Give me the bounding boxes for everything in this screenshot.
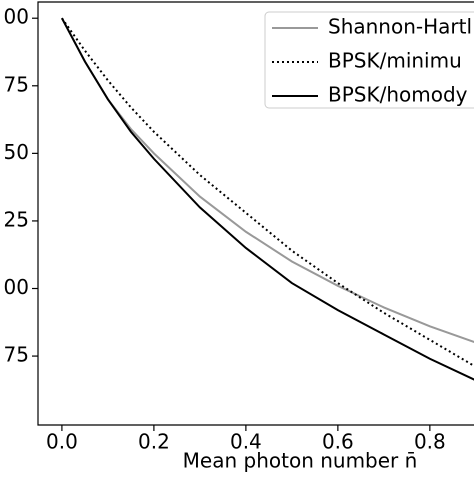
x-tick-label: 0.8 — [414, 430, 446, 454]
line-series — [61, 17, 474, 367]
x-tick-label: 0.0 — [46, 430, 78, 454]
y-tick-label: 75 — [4, 72, 29, 96]
legend-label: BPSK/homody — [328, 83, 468, 107]
legend-label: BPSK/minimu — [328, 49, 462, 73]
x-tick-label: 0.6 — [322, 430, 354, 454]
legend-box — [264, 11, 474, 109]
y-tick-label: 75 — [4, 343, 29, 367]
y-tick-label: 00 — [4, 5, 29, 29]
y-tick-label: 25 — [4, 207, 29, 231]
axes-frame — [37, 1, 474, 426]
x-tick-label: 0.2 — [138, 430, 170, 454]
plot-area — [61, 17, 474, 381]
x-axis-label: Mean photon number n̄ — [183, 449, 418, 473]
y-tick-label: 00 — [4, 275, 29, 299]
legend-label: Shannon-Hartl — [328, 15, 472, 39]
x-tick-label: 0.4 — [230, 430, 262, 454]
y-tick-label: 50 — [4, 140, 29, 164]
line-series — [61, 17, 474, 381]
